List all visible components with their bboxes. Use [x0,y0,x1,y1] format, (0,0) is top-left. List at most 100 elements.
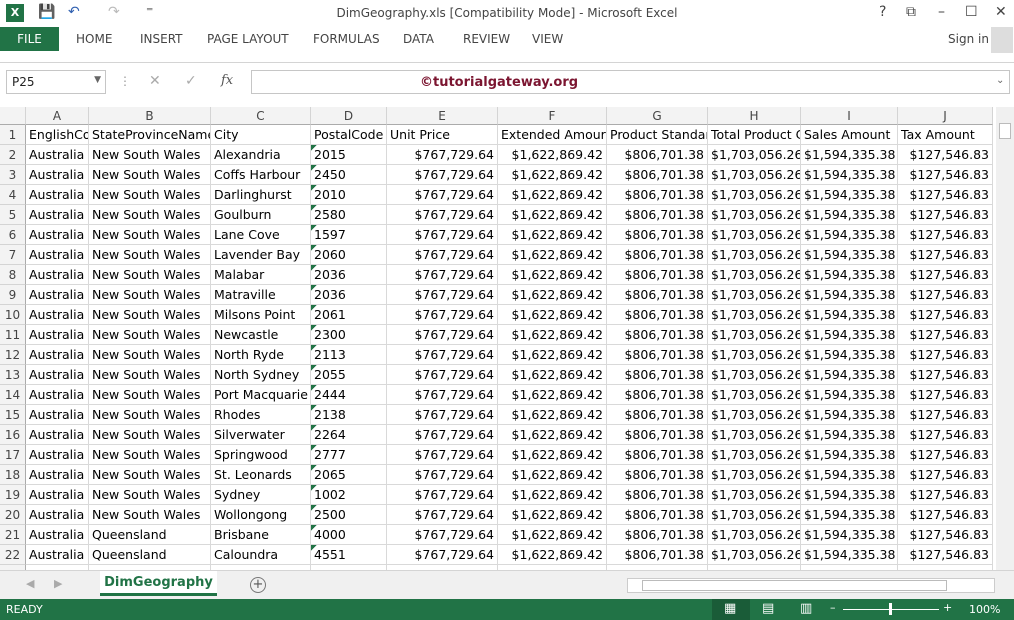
cell[interactable]: $1,703,056.26 [708,205,801,225]
cell[interactable]: Australia [26,205,89,225]
page-break-view-icon[interactable]: ▥ [800,601,813,616]
row-header[interactable]: 6 [0,225,26,245]
cell[interactable]: $127,546.83 [898,445,993,465]
cell[interactable]: New South Wales [89,305,211,325]
scroll-thumb[interactable] [999,123,1011,139]
close-icon[interactable]: ✕ [995,4,1007,20]
cell[interactable]: 2060 [311,245,387,265]
cell[interactable]: Coffs Harbour [211,165,311,185]
cell[interactable]: $806,701.38 [607,205,708,225]
cell[interactable]: $127,546.83 [898,545,993,565]
cell[interactable] [607,565,708,570]
row-header[interactable]: 18 [0,465,26,485]
cell[interactable]: 2015 [311,145,387,165]
cell[interactable]: $127,546.83 [898,525,993,545]
cell[interactable]: $1,594,335.38 [801,485,898,505]
cell[interactable]: $127,546.83 [898,165,993,185]
cell[interactable]: New South Wales [89,505,211,525]
cell[interactable]: $767,729.64 [387,365,498,385]
cell[interactable]: 2113 [311,345,387,365]
cell[interactable]: New South Wales [89,405,211,425]
row-header[interactable]: 21 [0,525,26,545]
cell[interactable]: $1,622,869.42 [498,405,607,425]
cell[interactable]: $127,546.83 [898,505,993,525]
cell[interactable]: 2138 [311,405,387,425]
cell[interactable]: New South Wales [89,325,211,345]
next-sheet-icon[interactable]: ▶ [54,577,63,590]
cell[interactable]: $127,546.83 [898,285,993,305]
cell[interactable]: New South Wales [89,465,211,485]
tab-page-layout[interactable]: PAGE LAYOUT [207,32,289,46]
cell[interactable]: $767,729.64 [387,505,498,525]
prev-sheet-icon[interactable]: ◀ [26,577,35,590]
row-header[interactable]: 3 [0,165,26,185]
cell[interactable]: Australia [26,165,89,185]
cell[interactable]: 4000 [311,525,387,545]
column-title-cell[interactable]: Total Product C [708,125,801,145]
cell[interactable]: $806,701.38 [607,325,708,345]
cell[interactable]: Australia [26,365,89,385]
cell[interactable]: $1,622,869.42 [498,345,607,365]
column-header-i[interactable]: I [801,107,898,125]
column-header-j[interactable]: J [898,107,993,125]
cell[interactable]: $806,701.38 [607,345,708,365]
column-header-e[interactable]: E [387,107,498,125]
page-layout-view-icon[interactable]: ▤ [762,601,775,616]
cell[interactable]: $1,622,869.42 [498,165,607,185]
cell[interactable]: $767,729.64 [387,325,498,345]
row-header[interactable]: 13 [0,365,26,385]
chevron-down-icon[interactable]: ▼ [94,75,101,85]
cell[interactable]: $127,546.83 [898,365,993,385]
cell[interactable]: $1,622,869.42 [498,205,607,225]
cell[interactable]: New South Wales [89,365,211,385]
column-header-b[interactable]: B [89,107,211,125]
zoom-out-icon[interactable]: – [830,601,836,614]
cell[interactable]: $1,594,335.38 [801,545,898,565]
row-header[interactable]: 1 [0,125,26,145]
cell[interactable]: $127,546.83 [898,385,993,405]
cell[interactable]: $1,622,869.42 [498,505,607,525]
cell[interactable]: $1,703,056.26 [708,545,801,565]
minimize-icon[interactable]: – [938,4,945,20]
cell[interactable]: $1,594,335.38 [801,465,898,485]
cell[interactable]: $1,622,869.42 [498,465,607,485]
cell[interactable]: $1,594,335.38 [801,425,898,445]
customize-toolbar-icon[interactable]: ⁼ [146,4,154,20]
cell[interactable]: $1,622,869.42 [498,225,607,245]
cell[interactable]: Australia [26,445,89,465]
cell[interactable]: $1,622,869.42 [498,385,607,405]
cell[interactable]: Brisbane [211,525,311,545]
spreadsheet-grid[interactable]: A B C D E F G H I J 1 EnglishCo StateProvinceName Cit… [0,107,993,570]
sign-in-link[interactable]: Sign in [948,32,989,46]
cell[interactable]: $1,594,335.38 [801,505,898,525]
cell[interactable]: 2061 [311,305,387,325]
cell[interactable]: $1,703,056.26 [708,405,801,425]
tab-review[interactable]: REVIEW [463,32,511,46]
cell[interactable]: $127,546.83 [898,145,993,165]
cell[interactable]: $1,703,056.26 [708,145,801,165]
cell[interactable]: $806,701.38 [607,225,708,245]
cell[interactable]: $1,594,335.38 [801,365,898,385]
cell[interactable]: $127,546.83 [898,425,993,445]
cell[interactable] [898,565,993,570]
row-header[interactable]: 17 [0,445,26,465]
cell[interactable]: $1,703,056.26 [708,345,801,365]
cell[interactable]: $1,594,335.38 [801,305,898,325]
undo-icon[interactable]: ↶ [68,4,80,20]
cell[interactable]: New South Wales [89,185,211,205]
cell[interactable]: $1,594,335.38 [801,205,898,225]
tab-insert[interactable]: INSERT [140,32,183,46]
redo-icon[interactable]: ↷ [108,4,120,20]
save-icon[interactable]: 💾 [38,4,56,20]
column-title-cell[interactable]: StateProvinceName [89,125,211,145]
row-header[interactable]: 5 [0,205,26,225]
avatar[interactable] [991,27,1013,53]
cell[interactable]: $1,703,056.26 [708,265,801,285]
cell[interactable]: $1,594,335.38 [801,145,898,165]
cell[interactable]: $127,546.83 [898,245,993,265]
cell[interactable]: $127,546.83 [898,325,993,345]
insert-function-icon[interactable]: fx [221,73,234,88]
tab-formulas[interactable]: FORMULAS [313,32,380,46]
cell[interactable]: St. Leonards [211,465,311,485]
cell[interactable]: 2777 [311,445,387,465]
